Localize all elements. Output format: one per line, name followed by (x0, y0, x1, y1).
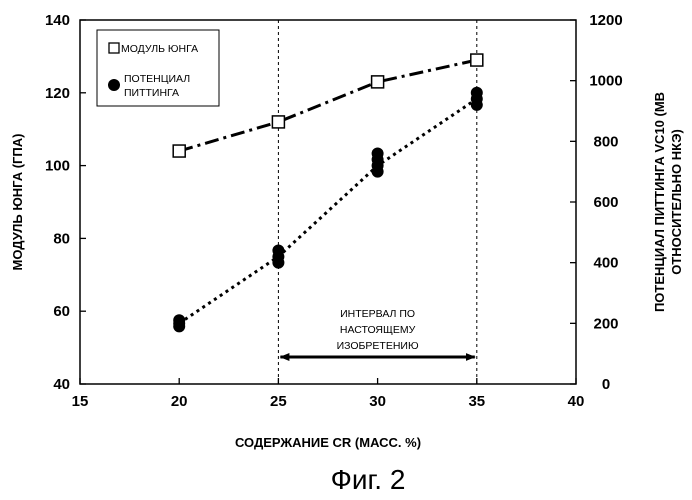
left-y-tick-label: 80 (53, 230, 70, 247)
x-tick-label: 35 (468, 393, 485, 410)
legend: МОДУЛЬ ЮНГА ПОТЕНЦИАЛ ПИТТИНГА (96, 29, 220, 107)
x-axis-label: СОДЕРЖАНИЕ CR (МАСС. %) (235, 435, 421, 450)
interval-label-line: НАСТОЯЩЕМУ (340, 324, 416, 336)
left-y-tick-label: 140 (45, 12, 70, 29)
young-modulus-point (370, 75, 385, 89)
pitting-potential-point (272, 244, 285, 257)
x-axis-ticks: 15 20 25 30 35 40 (72, 378, 585, 410)
right-y-axis-ticks: 0 200 400 600 800 1000 1200 (570, 12, 623, 393)
x-tick-label: 40 (568, 393, 585, 410)
right-y-tick-label: 1200 (589, 12, 622, 29)
right-y-tick-label: 800 (593, 133, 618, 150)
pitting-potential-series (173, 86, 483, 333)
x-tick-label: 30 (369, 393, 386, 410)
legend-pitting-label-line2: ПИТТИНГА (124, 87, 179, 99)
young-modulus-point (271, 115, 286, 129)
legend-pitting-label-line1: ПОТЕНЦИАЛ (124, 73, 190, 85)
x-tick-label: 20 (171, 393, 188, 410)
right-y-axis-label-line2: ОТНОСИТЕЛЬНО НКЭ) (669, 129, 684, 275)
right-y-tick-label: 200 (593, 315, 618, 332)
interval-label-line: ИЗОБРЕТЕНИЮ (337, 340, 419, 352)
left-y-tick-label: 60 (53, 303, 70, 320)
legend-circle-marker (108, 79, 120, 91)
young-modulus-point (172, 144, 186, 158)
guide-lines (277, 20, 478, 384)
interval-label-line: ИНТЕРВАЛ ПО (340, 308, 415, 320)
young-modulus-series (172, 53, 484, 158)
invention-interval-annotation: ИНТЕРВАЛ ПО НАСТОЯЩЕМУ ИЗОБРЕТЕНИЮ (279, 308, 476, 361)
pitting-potential-line (178, 97, 478, 325)
right-y-axis-label-line1: ПОТЕНЦИАЛ ПИТТИНГА VC10 (МВ (652, 92, 667, 312)
right-y-tick-label: 600 (593, 194, 618, 211)
left-y-tick-label: 120 (45, 85, 70, 102)
pitting-potential-point (470, 86, 483, 99)
figure-caption: Фиг. 2 (331, 464, 406, 495)
x-tick-label: 15 (72, 393, 89, 410)
left-y-tick-label: 100 (45, 158, 70, 175)
pitting-potential-point (173, 314, 186, 327)
right-y-tick-label: 0 (602, 376, 610, 393)
x-tick-label: 25 (270, 393, 287, 410)
left-y-axis-ticks: 40 60 80 100 120 140 (45, 12, 86, 393)
young-modulus-line (178, 58, 478, 153)
left-y-tick-label: 40 (53, 376, 70, 393)
young-modulus-point (470, 53, 484, 67)
pitting-potential-point (371, 147, 384, 160)
legend-young-label: МОДУЛЬ ЮНГА (121, 43, 198, 55)
legend-square-marker (108, 42, 120, 54)
left-y-axis-label: МОДУЛЬ ЮНГА (ГПА) (10, 134, 25, 271)
right-y-tick-label: 1000 (589, 73, 622, 90)
right-y-tick-label: 400 (593, 255, 618, 272)
